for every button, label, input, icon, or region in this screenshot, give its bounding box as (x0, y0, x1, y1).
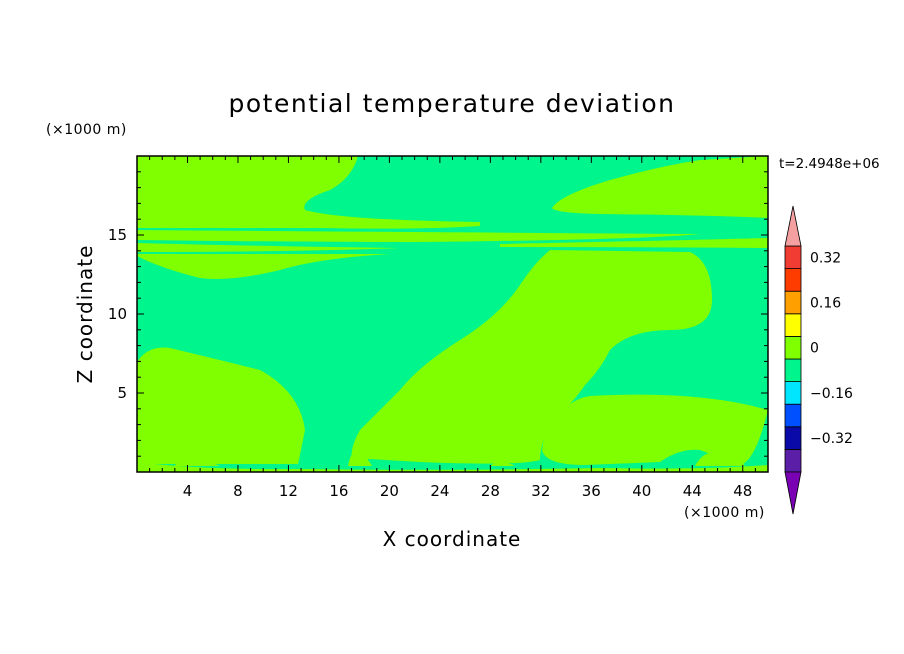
field-region (490, 462, 515, 466)
x-tick-label: 44 (683, 482, 702, 500)
field-region (137, 462, 768, 472)
x-tick-label: 20 (380, 482, 399, 500)
y-tick-label: 10 (108, 305, 127, 323)
field-region (500, 238, 768, 248)
chart-title: potential temperature deviation (229, 89, 676, 118)
x-tick-label: 36 (582, 482, 601, 500)
y-tick-label: 5 (117, 384, 127, 402)
field-region (351, 250, 712, 464)
field-region (175, 453, 220, 466)
x-tick-label: 4 (183, 482, 193, 500)
x-tick-label: 16 (329, 482, 348, 500)
colorbar-bin (784, 268, 802, 292)
field-region (137, 254, 390, 279)
field-region (137, 156, 480, 229)
colorbar-label: 0 (810, 341, 819, 357)
x-tick-label: 40 (632, 482, 651, 500)
colorbar-bin (784, 426, 802, 450)
colorbar-bin (784, 381, 802, 405)
colorbar-label: −0.32 (810, 431, 853, 447)
colorbar-bin (784, 313, 802, 337)
colorbar: 0.32 0.16 0 −0.16 −0.32 (784, 205, 853, 515)
x-axis-label: X coordinate (383, 527, 522, 551)
colorbar-bin (784, 245, 802, 270)
field-region (542, 394, 768, 465)
field-region (137, 347, 305, 464)
colorbar-bin (784, 448, 802, 473)
y-axis-label: Z coordinate (73, 245, 97, 384)
colorbar-bin (784, 290, 802, 315)
colorbar-label: 0.16 (810, 296, 841, 312)
colorbar-bin (784, 358, 802, 383)
field-region (137, 230, 700, 242)
colorbar-label: −0.16 (810, 386, 853, 402)
field-region (695, 452, 745, 466)
y-axis: 5 10 15 (108, 171, 768, 457)
x-axis: 4 8 12 16 20 24 28 32 36 40 44 48 (149, 156, 756, 500)
x-tick-label: 12 (279, 482, 298, 500)
x-unit-label: (×1000 m) (684, 505, 765, 521)
x-tick-label: 28 (481, 482, 500, 500)
plot-area (136, 155, 769, 473)
colorbar-bin (784, 403, 802, 428)
field-region (552, 156, 768, 218)
colorbar-over-triangle (784, 205, 802, 247)
colorbar-bin (784, 335, 802, 360)
x-tick-label: 8 (233, 482, 243, 500)
y-unit-label: (×1000 m) (46, 122, 127, 138)
x-tick-label: 48 (733, 482, 752, 500)
y-tick-label: 15 (108, 226, 127, 244)
time-label: t=2.4948e+06 (779, 156, 880, 172)
field-region (348, 450, 372, 466)
x-tick-label: 32 (531, 482, 550, 500)
field-region (137, 243, 400, 252)
colorbar-label: 0.32 (810, 250, 841, 266)
x-tick-label: 24 (430, 482, 449, 500)
colorbar-under-triangle (784, 471, 802, 515)
